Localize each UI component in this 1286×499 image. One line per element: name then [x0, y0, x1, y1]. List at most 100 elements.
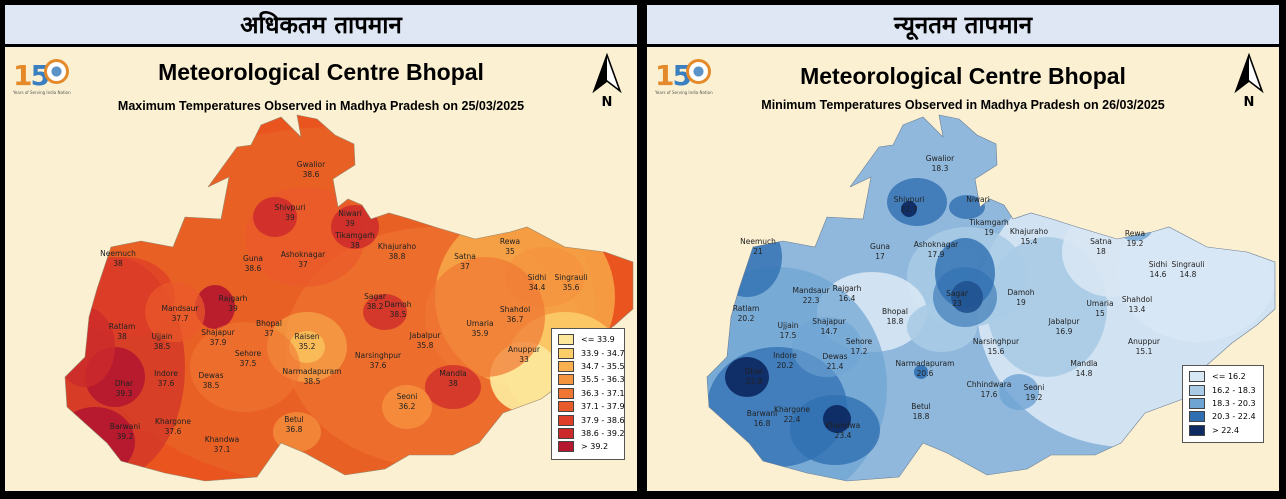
station-name: Shivpuri	[893, 195, 925, 204]
station-label-jabalpur: Jabalpur 35.8	[410, 331, 441, 351]
station-value: 38	[350, 241, 360, 250]
legend-label: 37.1 - 37.9	[581, 402, 625, 412]
station-name: Narsinghpur	[354, 351, 402, 360]
station-value: 37.1	[213, 445, 231, 454]
station-label-rewa: Rewa 19.2	[1125, 229, 1145, 249]
station-name: Neemuch	[100, 249, 136, 258]
station-name: Dewas	[198, 371, 224, 380]
map-legend: <= 16.2 16.2 - 18.3 18.3 - 20.3 20.3 - 22.4…	[1182, 365, 1264, 443]
temperature-contour-14	[363, 294, 407, 330]
temperature-contour-12	[195, 285, 235, 329]
station-name: Seoni	[1023, 383, 1045, 392]
station-label-ujjain: Ujjain 38.5	[151, 332, 172, 352]
station-name: Seoni	[396, 392, 418, 401]
station-label-betul: Betul 36.8	[284, 415, 304, 435]
station-label-khajuraho: Khajuraho 38.8	[378, 242, 416, 262]
station-value: 18.8	[886, 317, 904, 326]
station-label-sehore: Sehore 37.5	[235, 349, 261, 369]
station-value: 14.7	[820, 327, 838, 336]
station-label-chhindwara: Chhindwara 17.6	[967, 380, 1012, 400]
station-label-sidhi: Sidhi 34.4	[528, 273, 546, 293]
station-label-satna: Satna 18	[1090, 237, 1112, 257]
station-name: Khajuraho	[1009, 227, 1049, 236]
temperature-contour-15	[425, 365, 481, 409]
logo-caption: Years of Serving India Nation	[13, 90, 71, 95]
temperature-contour-11	[253, 197, 297, 237]
station-value: 39	[285, 213, 295, 222]
station-name: Bhopal	[882, 307, 908, 316]
station-label-bhopal: Bhopal 37	[256, 319, 282, 339]
station-value: 22.4	[783, 415, 801, 424]
station-name: Mandsaur	[161, 304, 199, 313]
station-label-khargone: Khargone 22.4	[774, 405, 810, 425]
legend-label: 16.2 - 18.3	[1212, 385, 1256, 395]
station-name: Rewa	[499, 237, 521, 246]
logo-ring-icon	[686, 59, 711, 84]
station-value: 39.2	[116, 432, 134, 441]
station-label-sagar: Sagar 38.2	[364, 292, 386, 312]
station-label-jabalpur: Jabalpur 16.9	[1049, 317, 1080, 337]
map-title: Meteorological Centre Bhopal	[158, 59, 484, 85]
station-name: Anuppur	[508, 345, 540, 354]
station-name: Sehore	[234, 349, 262, 358]
station-value: 15.6	[987, 347, 1005, 356]
map-subtitle: Maximum Temperatures Observed in Madhya …	[117, 99, 525, 113]
station-label-anuppur: Anuppur 15.1	[1128, 337, 1160, 357]
station-name: Khandwa	[204, 435, 240, 444]
temperature-contour-14	[901, 201, 917, 217]
station-label-narmadapuram: Narmadapuram 38.5	[283, 367, 342, 387]
temperature-contour-20	[190, 322, 300, 412]
station-name: Gwalior	[925, 154, 955, 163]
station-value: 19.2	[1126, 239, 1144, 248]
temperature-contour-23	[65, 307, 115, 387]
station-value: 19	[984, 228, 994, 237]
station-name: Khajuraho	[377, 242, 417, 251]
legend-label: 20.3 - 22.4	[1212, 412, 1256, 422]
legend-swatch	[558, 387, 574, 399]
temperature-contour-6	[425, 257, 545, 377]
station-label-guna: Guna 38.6	[243, 254, 263, 274]
station-label-mandla: Mandla 14.8	[1070, 359, 1097, 379]
station-name: Satna	[454, 252, 476, 261]
temperature-contour-9	[65, 407, 135, 477]
state-outline	[706, 114, 1276, 482]
station-value: 37.7	[171, 314, 189, 323]
legend-swatch	[558, 441, 574, 453]
station-label-shajapur: Shajapur 37.9	[201, 328, 234, 348]
legend-swatch	[558, 334, 574, 346]
station-label-mandsaur: Mandsaur 37.7	[162, 304, 199, 324]
station-label-sagar: Sagar 23	[946, 289, 968, 309]
station-label-umaria: Umaria 35.9	[466, 319, 493, 339]
legend-label: > 22.4	[1212, 425, 1240, 435]
station-name: Khargone	[155, 417, 191, 426]
imd-150-logo: 15 Years of Serving India Nation	[13, 57, 71, 103]
station-label-rajgarh: Rajgarh 16.4	[833, 284, 862, 304]
station-value: 38.2	[366, 302, 384, 311]
legend-item: 37.9 - 38.6	[558, 413, 625, 426]
station-value: 16.4	[838, 294, 856, 303]
station-name: Mandla	[439, 369, 467, 378]
station-name: Barwani	[109, 422, 141, 431]
logo-caption: Years of Serving India Nation	[655, 90, 713, 95]
station-label-narsinghpur: Narsinghpur 37.6	[355, 351, 401, 371]
station-name: Barwani	[746, 409, 778, 418]
station-label-ashoknagar: Ashoknagar 17.9	[914, 240, 959, 260]
station-value: 18.3	[931, 164, 949, 173]
station-label-shivpuri: Shivpuri 39	[275, 203, 306, 223]
temperature-contour-17	[933, 267, 997, 327]
station-label-seoni: Seoni 19.2	[1024, 383, 1045, 403]
legend-swatch	[558, 360, 574, 372]
legend-swatch	[558, 427, 574, 439]
legend-label: 38.6 - 39.2	[581, 428, 625, 438]
station-name: Guna	[870, 242, 890, 251]
legend-item: <= 16.2	[1189, 370, 1257, 383]
station-label-shahdol: Shahdol 36.7	[500, 305, 530, 325]
legend-swatch	[1189, 424, 1205, 436]
temperature-contour-19	[273, 412, 321, 452]
station-value: 22.7	[900, 205, 918, 214]
legend-label: 34.7 - 35.5	[581, 361, 625, 371]
legend-item: 34.7 - 35.5	[558, 360, 625, 373]
station-name: Rajgarh	[832, 284, 862, 293]
station-value: 17.5	[779, 331, 797, 340]
legend-label: 35.5 - 36.3	[581, 375, 625, 385]
